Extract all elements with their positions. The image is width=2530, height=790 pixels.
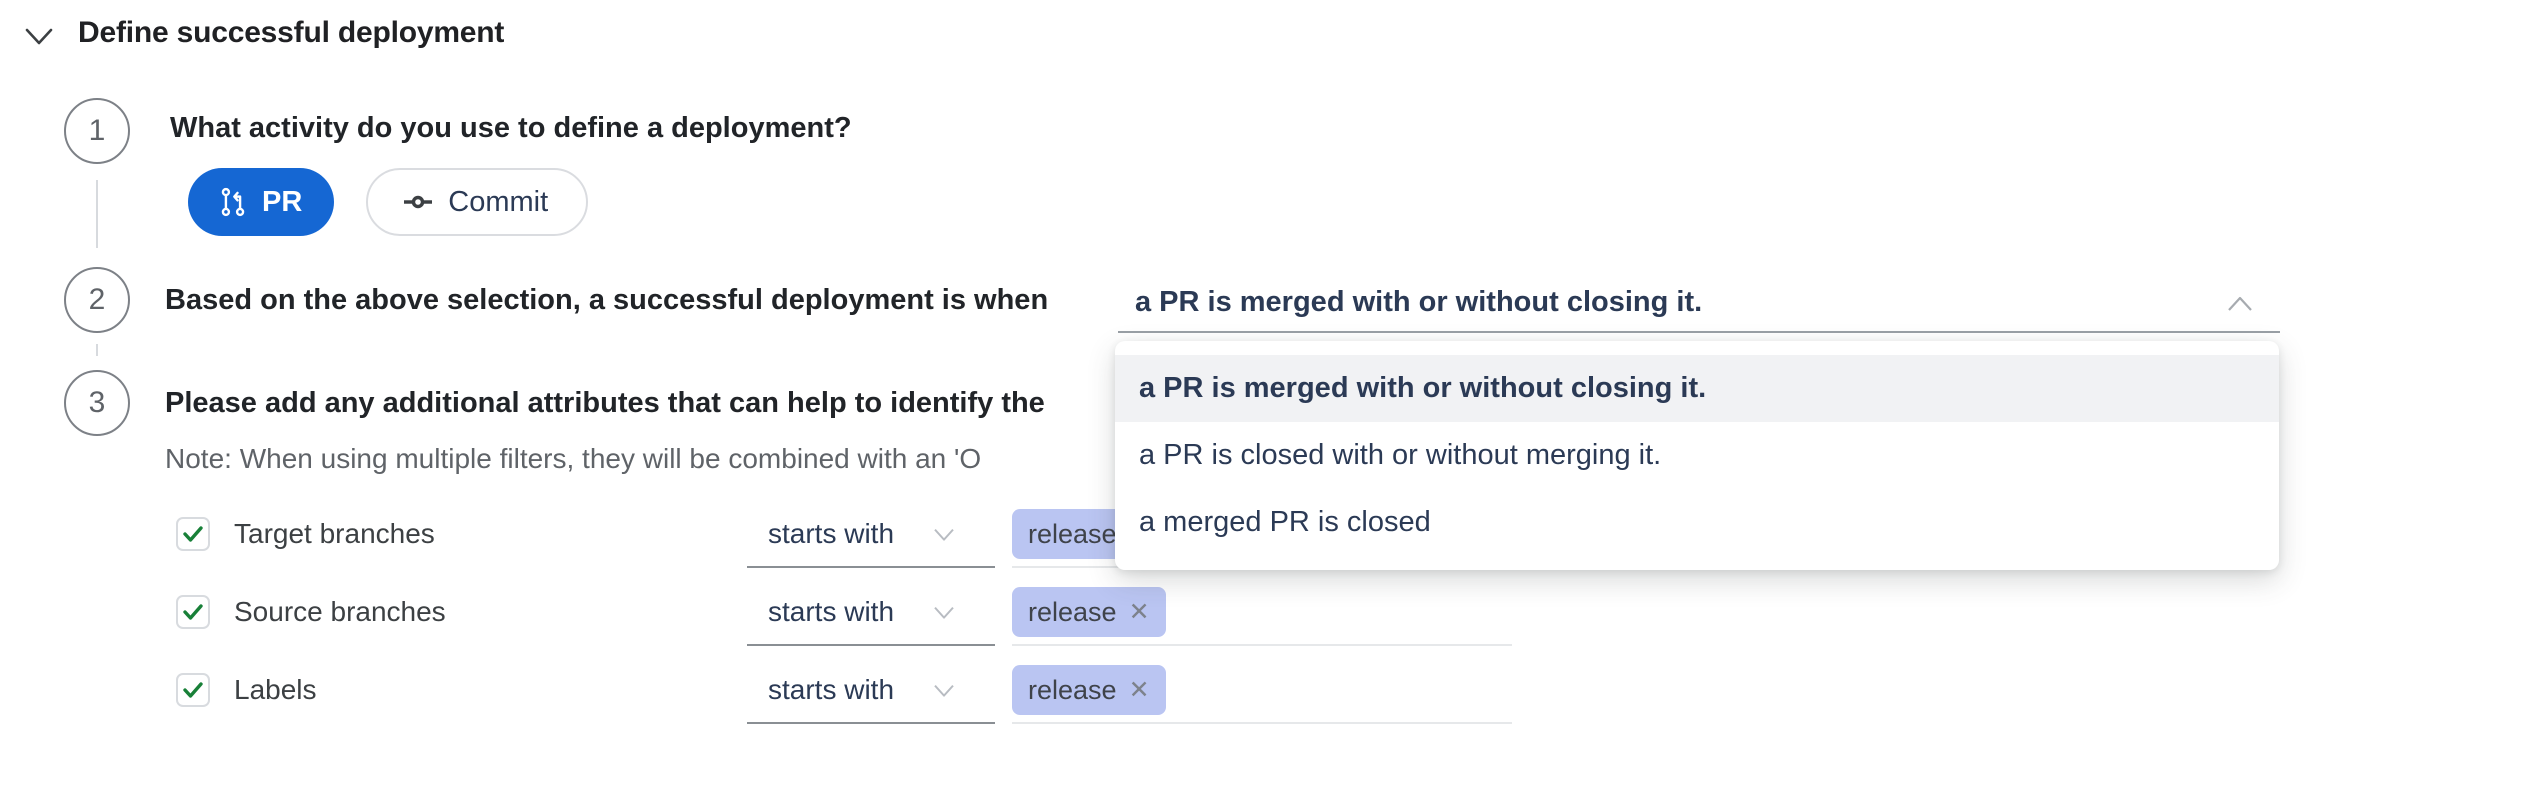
step-2-number: 2 [88, 283, 106, 316]
pr-button-label: PR [262, 185, 303, 218]
tag-label: release [1028, 518, 1117, 549]
commit-activity-button[interactable]: Commit [366, 168, 589, 236]
step-3-indicator: 3 [64, 370, 130, 436]
filter-row-source-branches: Source branches starts with release ✕ [0, 573, 2530, 651]
operator-underline [747, 644, 995, 646]
checkmark-icon [183, 526, 203, 542]
operator-select[interactable]: starts with [768, 518, 895, 549]
commit-button-label: Commit [448, 185, 549, 218]
checkmark-icon [183, 604, 203, 620]
step-2-heading: Based on the above selection, a successf… [165, 284, 1049, 316]
operator-underline [747, 722, 995, 724]
tag-input-underline[interactable] [1012, 644, 1512, 646]
operator-select[interactable]: starts with [768, 674, 895, 705]
filter-label: Source branches [234, 596, 446, 627]
tag-label: release [1028, 674, 1117, 705]
source-branches-checkbox[interactable] [176, 595, 210, 629]
step-1-number: 1 [88, 114, 106, 147]
select-underline [1118, 331, 2280, 333]
operator-underline [747, 566, 995, 568]
dropdown-option-merged[interactable]: a PR is merged with or without closing i… [1115, 355, 2279, 422]
checkmark-icon [183, 682, 203, 698]
chevron-down-icon[interactable] [932, 605, 956, 621]
pr-activity-button[interactable]: PR [188, 168, 335, 236]
deployment-definition-select[interactable]: a PR is merged with or without closing i… [1135, 286, 1703, 318]
step-3-heading: Please add any additional attributes tha… [165, 387, 1045, 419]
stepper-connector [96, 344, 98, 356]
collapse-chevron-down-icon[interactable] [24, 26, 54, 48]
labels-checkbox[interactable] [176, 673, 210, 707]
filter-label: Labels [234, 674, 317, 705]
filter-label: Target branches [234, 518, 435, 549]
commit-icon [404, 195, 433, 209]
tag-release: release ✕ [1012, 665, 1166, 715]
tag-input-underline[interactable] [1012, 722, 1512, 724]
dropdown-option-merged-pr-closed[interactable]: a merged PR is closed [1139, 506, 1431, 538]
deployment-definition-dropdown: a PR is merged with or without closing i… [1115, 341, 2279, 570]
step-1-indicator: 1 [64, 98, 130, 164]
chevron-down-icon[interactable] [932, 683, 956, 699]
dropdown-option-closed[interactable]: a PR is closed with or without merging i… [1139, 439, 1662, 471]
step-2-indicator: 2 [64, 267, 130, 333]
target-branches-checkbox[interactable] [176, 517, 210, 551]
section-title: Define successful deployment [78, 16, 505, 49]
activity-button-group: PR Commit [188, 168, 589, 236]
step-3-note: Note: When using multiple filters, they … [165, 443, 982, 474]
tag-release: release ✕ [1012, 587, 1166, 637]
tag-label: release [1028, 596, 1117, 627]
chevron-down-icon[interactable] [932, 527, 956, 543]
filter-row-labels: Labels starts with release ✕ [0, 651, 2530, 729]
step-1-heading: What activity do you use to define a dep… [170, 112, 852, 144]
pull-request-icon [221, 187, 245, 217]
step-3-number: 3 [88, 386, 106, 419]
remove-tag-icon[interactable]: ✕ [1128, 676, 1150, 704]
operator-select[interactable]: starts with [768, 596, 895, 627]
remove-tag-icon[interactable]: ✕ [1128, 598, 1150, 626]
stepper-connector [96, 180, 98, 248]
chevron-up-icon[interactable] [2226, 294, 2254, 314]
